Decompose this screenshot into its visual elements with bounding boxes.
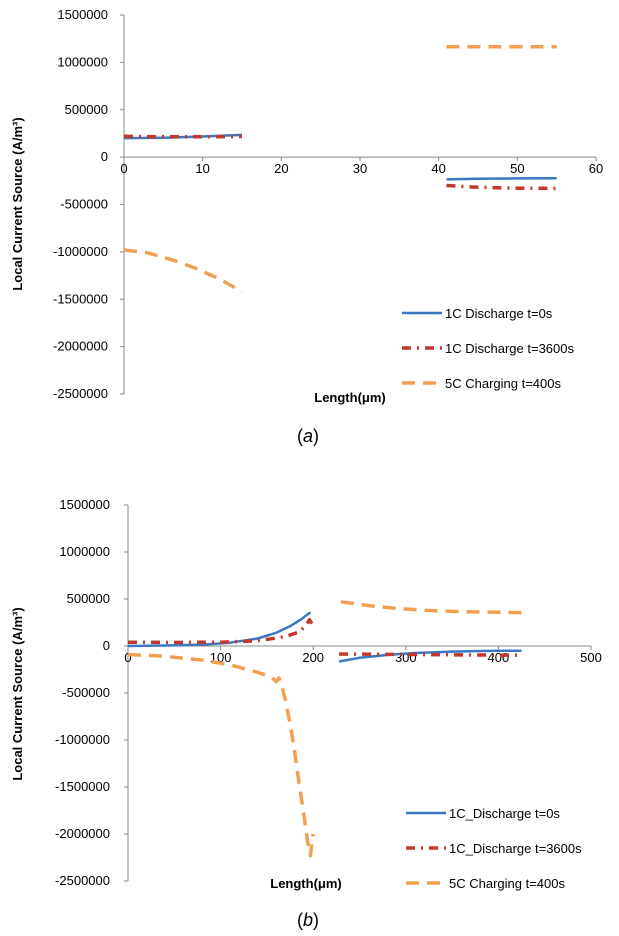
x-tick-label: 0 (124, 650, 131, 665)
series-line-segment (123, 248, 243, 294)
legend-label: 5C Charging t=400s (445, 376, 561, 391)
y-tick-label: -2500000 (55, 873, 110, 888)
y-tick-label: 1500000 (57, 7, 108, 22)
y-tick-label: 0 (101, 149, 108, 164)
series-line-segment (127, 617, 314, 645)
y-tick-label: 1500000 (59, 497, 110, 512)
y-tick-label: -1500000 (53, 291, 108, 306)
chart-b: 1500000 1000000 500000 0 -500000 -1000000 -150… (10, 497, 602, 930)
series-line-segment (340, 600, 522, 615)
x-tick-label: 40 (431, 161, 445, 176)
series-line-segment (446, 183, 557, 191)
legend-item: 1C Discharge t=0s (402, 306, 553, 321)
legend-label: 5C Charging t=400s (449, 876, 565, 891)
series-3 (123, 44, 557, 294)
series-line-segment (127, 611, 312, 648)
x-tick-label: 400 (488, 650, 510, 665)
legend-label: 1C Discharge t=3600s (445, 341, 574, 356)
y-tick-label: -2000000 (53, 339, 108, 354)
series-3 (127, 600, 522, 858)
legend-item: 5C Charging t=400s (402, 376, 561, 391)
chart-a: 1500000 1000000 500000 0 -500000 -1000000 -150… (10, 7, 603, 446)
y-tick-label: -1500000 (55, 779, 110, 794)
y-tick-label: -1000000 (53, 244, 108, 259)
series-line-segment (127, 652, 315, 858)
y-tick-label: 500000 (67, 591, 110, 606)
legend-item: 5C Charging t=400s (406, 876, 565, 891)
figure-caption: (a) (297, 426, 319, 446)
x-tick-label: 10 (195, 161, 209, 176)
x-tick-label: 0 (120, 161, 127, 176)
legend-label: 1C_Discharge t=0s (449, 806, 560, 821)
legend-item: 1C Discharge t=3600s (402, 341, 574, 356)
legend-label: 1C_Discharge t=3600s (449, 841, 582, 856)
x-tick-label: 500 (580, 650, 602, 665)
y-tick-label: 1000000 (57, 54, 108, 69)
x-axis-title: Length(μm) (270, 876, 342, 891)
y-tick-label: -500000 (60, 197, 108, 212)
y-axis-title: Local Current Source (A/m³) (10, 117, 25, 290)
figure-caption: (b) (297, 910, 319, 930)
series-2 (123, 134, 557, 191)
y-tick-label: 0 (103, 638, 110, 653)
series-2 (127, 617, 522, 657)
x-tick-label: 30 (353, 161, 367, 176)
x-tick-label: 50 (510, 161, 524, 176)
y-tick-label: -2500000 (53, 386, 108, 401)
y-tick-label: -1000000 (55, 732, 110, 747)
legend-label: 1C Discharge t=0s (445, 306, 553, 321)
x-tick-label: 60 (589, 161, 603, 176)
series-line-segment (123, 134, 243, 139)
y-tick-label: 1000000 (59, 544, 110, 559)
x-axis-title: Length(μm) (314, 390, 386, 405)
x-tick-label: 20 (274, 161, 288, 176)
legend-item: 1C_Discharge t=3600s (406, 841, 582, 856)
y-tick-label: -2000000 (55, 826, 110, 841)
y-tick-label: 500000 (65, 102, 108, 117)
series-line-segment (446, 176, 557, 181)
x-tick-label: 200 (302, 650, 324, 665)
y-axis-title: Local Current Source (A/m³) (10, 607, 25, 780)
series-line-segment (339, 652, 522, 657)
y-tick-label: -500000 (62, 685, 110, 700)
legend-item: 1C_Discharge t=0s (406, 806, 560, 821)
